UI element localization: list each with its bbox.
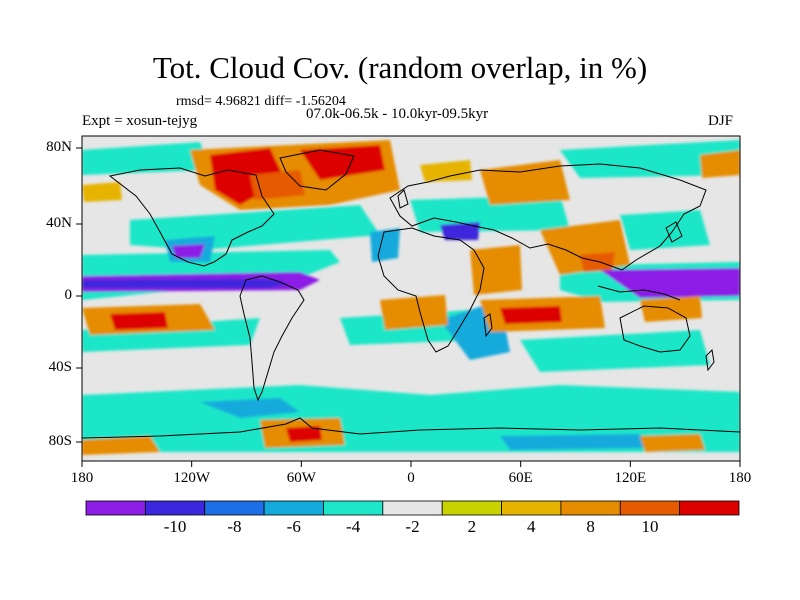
anomaly-patch — [500, 306, 562, 324]
colorbar-swatch — [441, 500, 502, 516]
lon-tick-label: 180 — [70, 470, 94, 486]
colorbar-swatch — [85, 500, 146, 516]
coastline-uk — [397, 189, 409, 209]
anomaly-patch — [300, 145, 385, 180]
colorbar-label: 4 — [526, 517, 536, 536]
cloud-anomaly-field — [82, 140, 740, 455]
colorbar-label: -8 — [227, 517, 242, 536]
anomaly-patch — [560, 140, 740, 178]
experiment-label: Expt = xosun-tejyg — [82, 113, 198, 129]
colorbar-label: -4 — [346, 517, 361, 536]
period-label: 07.0k-06.5k - 10.0kyr-09.5kyr — [306, 106, 489, 122]
anomaly-patch — [410, 195, 570, 232]
lat-tick-label: 80N — [46, 139, 72, 155]
coastline-madagascar — [483, 313, 493, 338]
lat-tick-label: 80S — [48, 433, 72, 449]
coastline-north-america — [108, 167, 275, 267]
anomaly-patch — [110, 312, 168, 330]
anomaly-patch — [440, 222, 480, 240]
colorbar-swatch — [382, 500, 443, 516]
anomaly-patch — [82, 142, 210, 175]
colorbar-swatch — [144, 500, 206, 516]
anomaly-patch — [200, 398, 300, 418]
colorbar — [85, 500, 740, 516]
lat-tick-label: 40S — [48, 359, 72, 375]
anomaly-patch — [420, 160, 472, 182]
coastline-maritime-continent — [597, 285, 681, 301]
rmsd-diff-stats: rmsd= 4.96821 diff= -1.56204 — [176, 94, 346, 109]
colorbar-swatch — [204, 500, 265, 516]
lat-tick-label: 0 — [64, 287, 73, 303]
anomaly-patch — [380, 295, 448, 330]
lon-tick-label: 180 — [728, 470, 752, 486]
map-title: Tot. Cloud Cov. (random overlap, in %) — [152, 50, 648, 85]
lon-tick-label: 60W — [286, 470, 316, 486]
colorbar-label: -6 — [286, 517, 301, 536]
colorbar-swatch — [619, 500, 681, 516]
colorbar-label: -2 — [405, 517, 420, 536]
lon-tick-label: 0 — [407, 470, 415, 486]
anomaly-patch — [520, 330, 710, 372]
colorbar-swatch — [501, 500, 562, 516]
colorbar-label: 2 — [467, 517, 477, 536]
coastline-africa — [377, 227, 485, 353]
coastlines — [82, 149, 740, 439]
anomaly-patch — [82, 279, 290, 288]
colorbar-swatch — [263, 500, 324, 516]
longitude-tick-marks — [81, 461, 741, 467]
season-label: DJF — [708, 113, 734, 129]
coastline-antarctica — [82, 417, 740, 439]
anomaly-patch — [580, 252, 615, 272]
anomaly-patch — [700, 150, 740, 178]
coastline-greenland — [279, 149, 355, 191]
anomaly-patch — [82, 436, 160, 455]
anomaly-patch — [172, 244, 205, 258]
colorbar-swatch — [560, 500, 621, 516]
coastline-new-zealand — [705, 348, 715, 372]
anomaly-patch — [82, 385, 740, 432]
colorbar-swatch — [679, 500, 740, 516]
anomaly-patch — [286, 426, 322, 442]
anomaly-patch — [640, 296, 702, 322]
colorbar-swatch — [323, 500, 384, 516]
anomaly-patch — [620, 210, 710, 250]
lon-tick-label: 60E — [508, 470, 533, 486]
anomaly-patch — [210, 148, 285, 205]
colorbar-label: 10 — [641, 517, 659, 536]
lat-tick-label: 40N — [46, 215, 72, 231]
latitude-tick-marks — [76, 147, 82, 443]
anomaly-patch — [250, 170, 305, 200]
coastline-south-america — [239, 275, 305, 402]
coastline-australia — [619, 305, 691, 353]
map-panel — [82, 136, 740, 461]
lon-tick-label: 120W — [173, 470, 210, 486]
colorbar-label: -10 — [163, 517, 187, 536]
anomaly-patch — [640, 434, 705, 452]
coastline-eurasia — [389, 163, 707, 271]
coastline-japan — [665, 221, 683, 243]
colorbar-label: 8 — [586, 517, 595, 536]
anomaly-patch — [82, 182, 122, 202]
anomaly-patch — [500, 434, 650, 450]
anomaly-patch — [470, 245, 522, 295]
lon-tick-label: 120E — [614, 470, 647, 486]
anomaly-patch — [370, 228, 400, 262]
anomaly-patch — [82, 318, 260, 352]
